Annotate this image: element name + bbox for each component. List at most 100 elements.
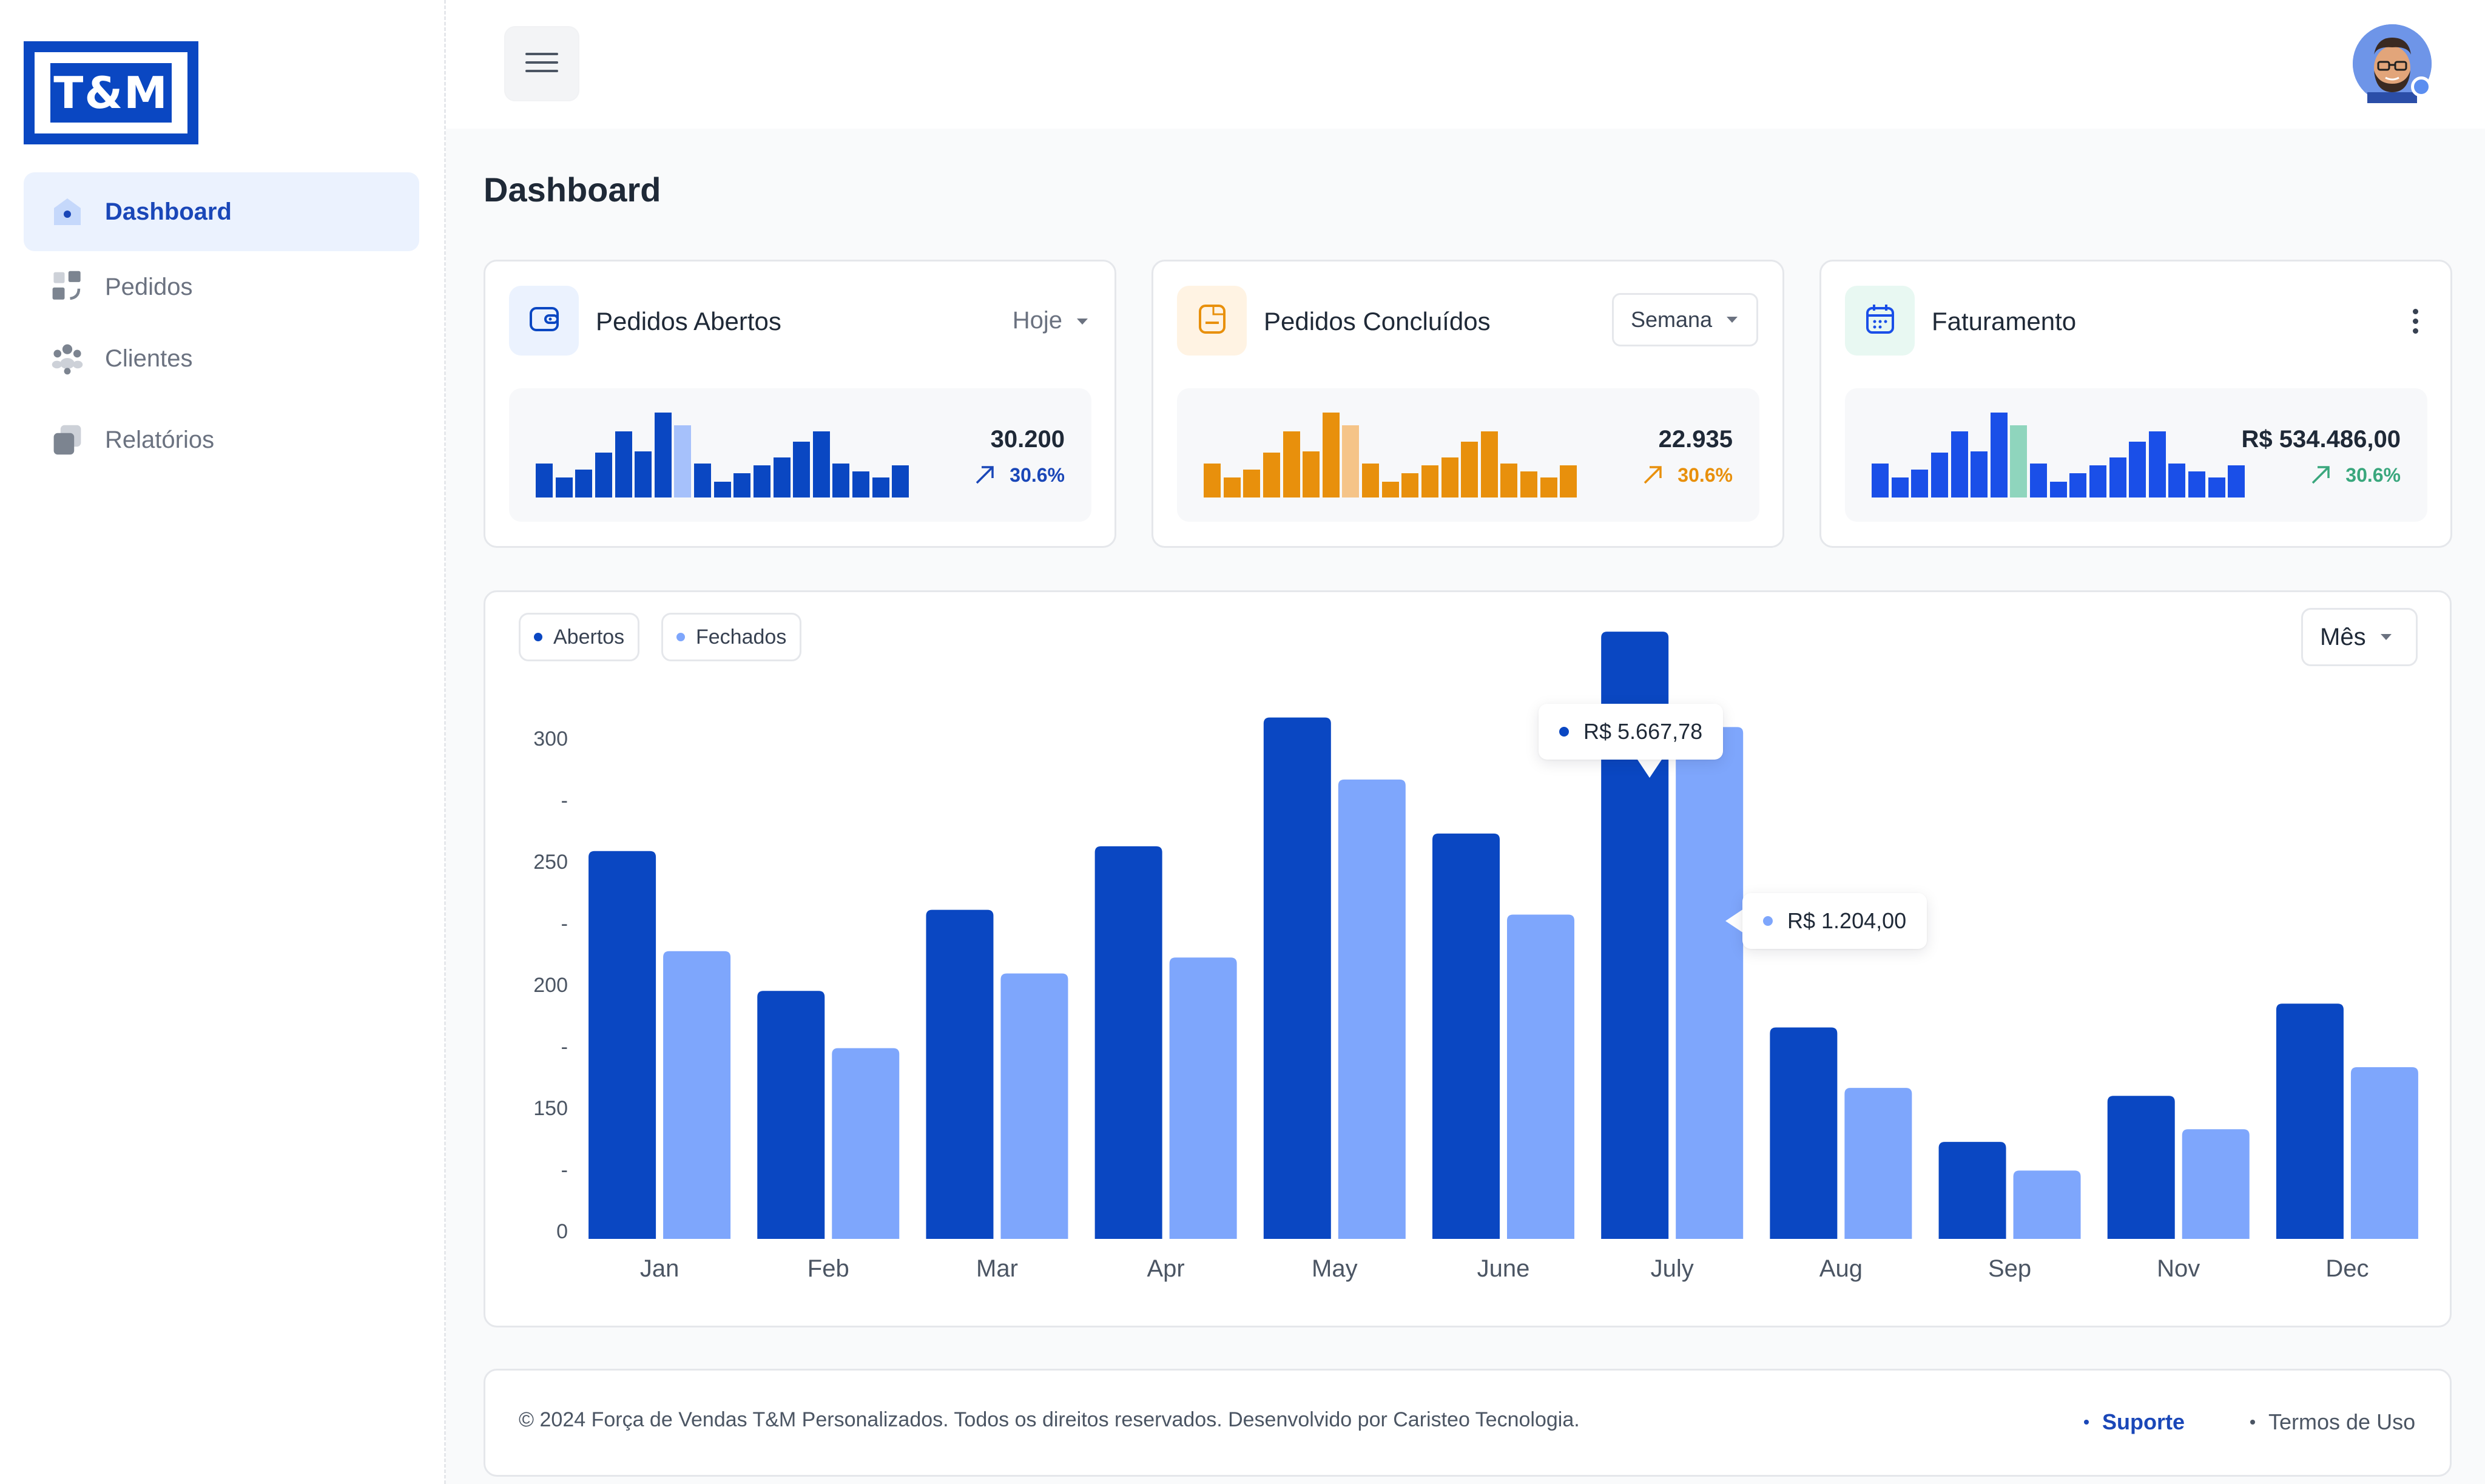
mini-bar	[555, 477, 573, 497]
y-tick-label: 150	[533, 1097, 568, 1120]
bar-fechados-july[interactable]	[1676, 727, 1744, 1239]
mini-bar	[1283, 431, 1300, 497]
sidebar-nav: Dashboard Pedidos Clientes Relatórios	[24, 172, 419, 485]
tooltip-dot	[1559, 727, 1569, 737]
mini-bar	[2010, 425, 2028, 497]
mini-bar	[1362, 464, 1380, 497]
mini-bar	[812, 431, 830, 497]
mini-bar	[1303, 451, 1320, 497]
x-tick-label: June	[1477, 1255, 1530, 1282]
bar-fechados-nov[interactable]	[2182, 1129, 2250, 1239]
period-dropdown-label: Hoje	[1012, 307, 1062, 334]
period-dropdown[interactable]: Hoje	[1013, 307, 1088, 334]
mini-bar	[1930, 452, 1948, 497]
sidebar-item-label: Relatórios	[105, 426, 215, 453]
card-title: Pedidos Abertos	[596, 307, 781, 336]
tooltip-pointer	[1725, 909, 1744, 933]
footer-link-dot	[2084, 1420, 2089, 1425]
mini-bar	[536, 464, 553, 497]
user-avatar[interactable]	[2353, 24, 2432, 103]
mini-bar-chart	[534, 410, 911, 497]
bar-abertos-apr[interactable]	[1094, 846, 1162, 1239]
y-tick-label: 300	[533, 727, 568, 750]
bar-abertos-dec[interactable]	[2276, 1003, 2344, 1239]
hamburger-icon	[524, 50, 559, 78]
metric-value: 30.200	[990, 426, 1065, 453]
sidebar: T&M Dashboard Pedidos Clientes	[0, 0, 446, 1484]
bar-abertos-may[interactable]	[1263, 717, 1331, 1239]
mini-bar	[1500, 464, 1518, 497]
sidebar-item-clientes[interactable]: Clientes	[24, 323, 419, 394]
mini-bar	[2228, 465, 2245, 497]
mini-bar	[1971, 451, 1988, 497]
chart-period-label: Mês	[2320, 623, 2366, 650]
sidebar-item-relatorios[interactable]: Relatórios	[24, 394, 419, 485]
footer-link-label: Suporte	[2102, 1409, 2185, 1434]
sidebar-item-label: Clientes	[105, 345, 193, 372]
bar-fechados-sep[interactable]	[2013, 1170, 2081, 1239]
mini-bar	[1891, 477, 1909, 497]
legend-abertos[interactable]: Abertos	[519, 613, 640, 661]
page-footer: © 2024 Força de Vendas T&M Personalizado…	[484, 1369, 2452, 1477]
bar-abertos-feb[interactable]	[757, 991, 825, 1239]
mini-bar	[2049, 481, 2067, 497]
period-select[interactable]: Semana	[1612, 293, 1758, 346]
online-status-dot	[2411, 76, 2432, 97]
bar-fechados-aug[interactable]	[1844, 1088, 1912, 1239]
x-tick-label: Sep	[1988, 1255, 2031, 1282]
bar-fechados-mar[interactable]	[1000, 973, 1068, 1239]
y-tick-label: 250	[533, 851, 568, 874]
sidebar-item-pedidos[interactable]: Pedidos	[24, 251, 419, 323]
trend-percent: 30.6%	[2345, 464, 2401, 486]
orders-chart-card: 300 - 250 - 200 - 150 - 0 Jan Feb Mar Apr May June July…	[484, 590, 2452, 1327]
mini-bar	[1990, 413, 2008, 497]
mini-bar	[575, 469, 593, 497]
mini-bar	[1560, 465, 1577, 497]
x-tick-label: Mar	[976, 1255, 1018, 1282]
card-icon-box	[1845, 286, 1915, 356]
sidebar-item-dashboard[interactable]: Dashboard	[24, 172, 419, 251]
mini-bar	[1461, 441, 1479, 497]
footer-link-suporte[interactable]: Suporte	[2084, 1409, 2185, 1435]
bar-abertos-jan[interactable]	[588, 851, 656, 1239]
menu-toggle-button[interactable]	[504, 26, 579, 101]
bar-abertos-mar[interactable]	[926, 909, 994, 1239]
footer-link-label: Termos de Uso	[2268, 1409, 2416, 1434]
more-options-icon[interactable]	[2413, 309, 2420, 338]
y-tick-label: -	[561, 1036, 568, 1059]
bar-fechados-apr[interactable]	[1169, 957, 1237, 1239]
card-metric-panel: 30.200 30.6%	[509, 388, 1091, 522]
bar-fechados-dec[interactable]	[2350, 1067, 2418, 1239]
chart-period-select[interactable]: Mês	[2301, 608, 2418, 666]
brand-logo[interactable]: T&M	[24, 41, 198, 144]
tooltip-pointer	[1637, 760, 1662, 778]
footer-link-termos[interactable]: Termos de Uso	[2250, 1409, 2415, 1435]
metric-value: R$ 534.486,00	[2241, 426, 2401, 453]
card-icon-box	[509, 286, 579, 356]
tooltip-dot	[1763, 916, 1773, 926]
mini-bar	[1263, 452, 1280, 497]
period-select-label: Semana	[1631, 307, 1713, 332]
bar-abertos-sep[interactable]	[1938, 1142, 2006, 1239]
x-tick-label: Aug	[1819, 1255, 1863, 1282]
bar-fechados-feb[interactable]	[832, 1048, 900, 1239]
mini-bar	[713, 481, 731, 497]
wallet-icon	[527, 302, 561, 339]
trend-up-arrow-icon	[2312, 466, 2330, 484]
bar-abertos-nov[interactable]	[2107, 1096, 2175, 1239]
metric-trend: 30.6%	[2309, 464, 2401, 487]
home-icon	[50, 195, 84, 229]
bar-fechados-june[interactable]	[1507, 914, 1574, 1239]
bar-fechados-jan[interactable]	[663, 951, 731, 1239]
mini-bar	[753, 465, 770, 497]
bar-abertos-june[interactable]	[1432, 833, 1500, 1239]
bar-abertos-july[interactable]	[1601, 632, 1669, 1239]
legend-fechados[interactable]: Fechados	[661, 613, 802, 661]
bar-fechados-may[interactable]	[1338, 779, 1406, 1239]
mini-bar	[2208, 477, 2225, 497]
mini-bar	[2188, 471, 2206, 497]
bar-abertos-aug[interactable]	[1770, 1027, 1838, 1239]
tooltip-value: R$ 5.667,78	[1583, 719, 1703, 744]
sidebar-item-label: Pedidos	[105, 273, 193, 300]
